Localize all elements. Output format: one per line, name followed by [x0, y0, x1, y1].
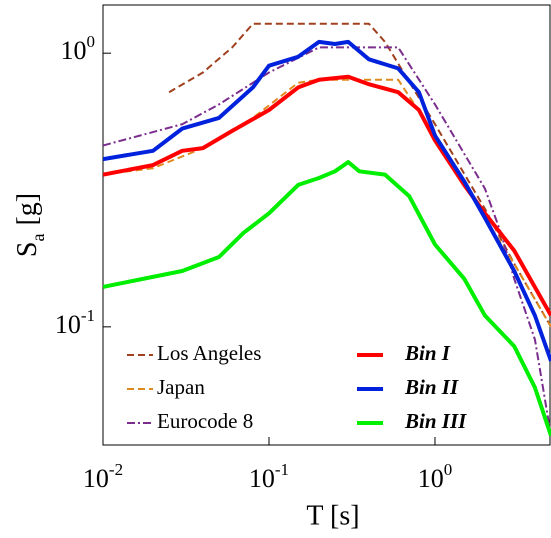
series-line [103, 78, 551, 328]
x-tick-base: 10 [83, 464, 109, 493]
x-tick-exponent: -2 [109, 460, 123, 479]
y-axis-label-main: S [12, 242, 43, 258]
plot-frame [102, 4, 551, 446]
x-tick-base: 10 [249, 464, 275, 493]
legend-label: Eurocode 8 [157, 409, 253, 433]
series-line [103, 39, 551, 362]
x-tick-label: 10-2 [83, 460, 123, 493]
y-tick-exponent: -1 [81, 306, 95, 325]
series-line [168, 22, 551, 328]
y-axis-label: Sa [g] [12, 193, 48, 257]
legend-label: Bin III [404, 409, 467, 433]
series-line [103, 46, 551, 436]
x-tick-exponent: 0 [444, 460, 453, 479]
x-tick-label: 10-1 [249, 460, 289, 493]
y-axis-label-unit: [g] [12, 193, 43, 226]
y-tick-label: 100 [61, 32, 96, 65]
x-tick-base: 10 [418, 464, 444, 493]
y-axis-label-sub: a [28, 234, 48, 242]
legend-label: Bin I [404, 341, 451, 365]
legend-label: Bin II [404, 375, 459, 399]
y-tick-exponent: 0 [87, 32, 96, 51]
y-tick-label: 10-1 [55, 306, 95, 339]
legend-label: Los Angeles [157, 341, 261, 365]
x-tick-label: 100 [418, 460, 453, 493]
series-line [103, 74, 551, 317]
x-tick-exponent: -1 [275, 460, 289, 479]
series-line [103, 160, 551, 437]
y-tick-base: 10 [55, 310, 81, 339]
legend-label: Japan [157, 375, 205, 399]
y-tick-base: 10 [61, 36, 87, 65]
x-axis-label: T [s] [306, 500, 359, 531]
